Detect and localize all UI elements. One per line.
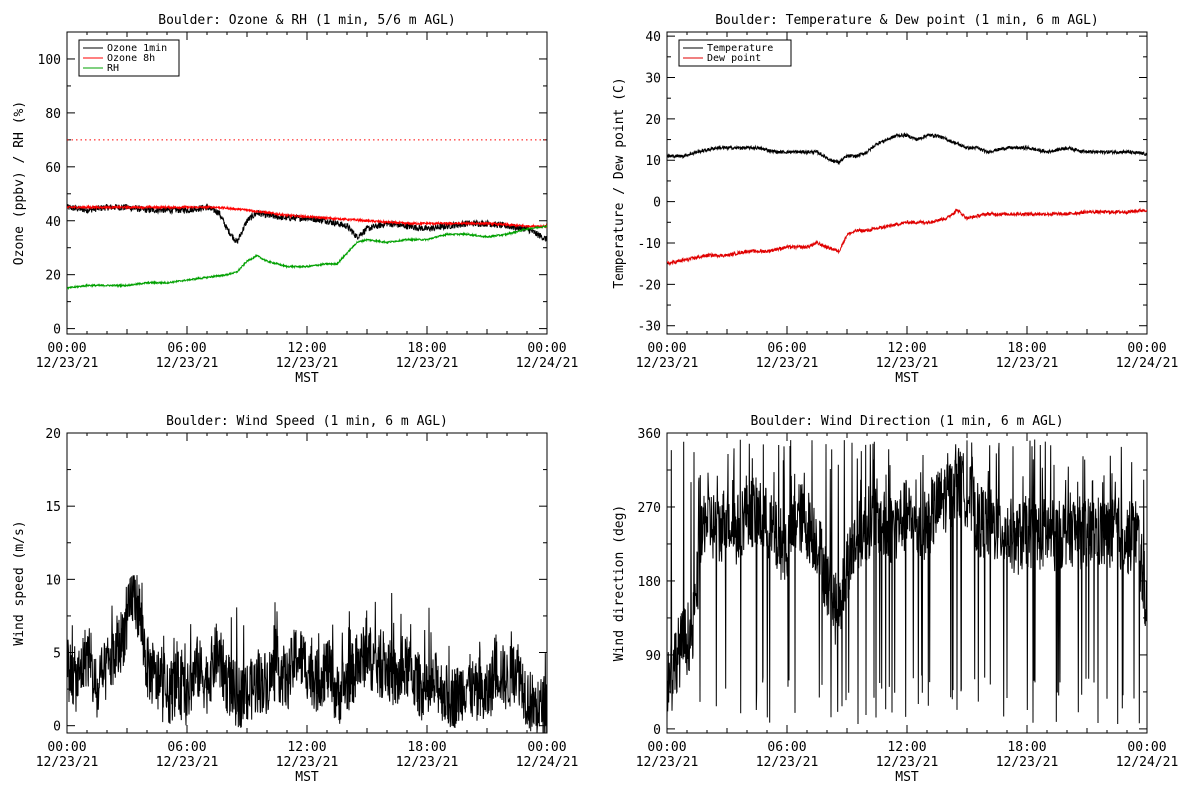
chart-title: Boulder: Temperature & Dew point (1 min,… (715, 13, 1099, 28)
x-axis-label: MST (295, 371, 319, 386)
x-tick-date-label: 12/23/21 (756, 356, 819, 371)
x-tick-time-label: 00:00 (1127, 341, 1166, 356)
x-tick-date-label: 12/24/21 (516, 356, 579, 371)
plot-frame (666, 31, 1148, 335)
legend-label: Ozone 1min (107, 43, 167, 54)
y-tick-label: 15 (45, 500, 61, 515)
y-tick-label: -10 (638, 237, 661, 252)
y-tick-label: 90 (645, 649, 661, 664)
y-tick-label: 100 (38, 53, 61, 68)
x-tick-date-label: 12/23/21 (756, 755, 819, 770)
x-tick-date-label: 12/23/21 (276, 755, 339, 770)
x-tick-date-label: 12/24/21 (1116, 755, 1179, 770)
y-tick-label: 360 (638, 427, 661, 442)
x-tick-date-label: 12/23/21 (996, 356, 1059, 371)
y-tick-label: 80 (45, 107, 61, 122)
x-tick-time-label: 12:00 (887, 740, 926, 755)
x-tick-time-label: 00:00 (1127, 740, 1166, 755)
y-tick-label: 0 (53, 323, 61, 338)
x-tick-date-label: 12/23/21 (156, 755, 219, 770)
x-tick-time-label: 06:00 (767, 341, 806, 356)
y-tick-label: 40 (645, 30, 661, 45)
chart-panel-2: Boulder: Temperature & Dew point (1 min,… (612, 13, 1178, 386)
legend-label: Ozone 8h (107, 53, 155, 64)
chart-panel-4: Boulder: Wind Direction (1 min, 6 m AGL)… (612, 414, 1178, 785)
x-tick-date-label: 12/23/21 (396, 356, 459, 371)
chart-panel-1: Boulder: Ozone & RH (1 min, 5/6 m AGL) 0 2… (12, 13, 578, 386)
y-tick-label: -20 (638, 278, 661, 293)
x-tick-date-label: 12/24/21 (1116, 356, 1179, 371)
x-tick-time-label: 00:00 (47, 341, 86, 356)
x-tick-time-label: 12:00 (287, 341, 326, 356)
y-axis-label: Ozone (ppbv) / RH (%) (12, 101, 27, 265)
y-tick-label: -30 (638, 320, 661, 335)
series-line-dew-point (667, 207, 1147, 267)
series-line-temperature (667, 132, 1147, 166)
y-tick-label: 270 (638, 501, 661, 516)
x-tick-date-label: 12/23/21 (36, 356, 99, 371)
series-line-trace-1 (67, 575, 547, 733)
legend-label: Temperature (707, 43, 773, 54)
x-tick-date-label: 12/23/21 (636, 755, 699, 770)
series-line-rh (67, 224, 547, 290)
x-tick-time-label: 18:00 (407, 740, 446, 755)
x-tick-time-label: 06:00 (167, 740, 206, 755)
y-tick-label: 180 (638, 575, 661, 590)
x-tick-time-label: 06:00 (767, 740, 806, 755)
x-tick-time-label: 12:00 (887, 341, 926, 356)
legend-label: Dew point (707, 53, 761, 64)
y-tick-label: 0 (53, 720, 61, 735)
y-axis-label: Wind direction (deg) (612, 505, 627, 662)
series-line-ozone-8h (67, 204, 547, 229)
x-tick-time-label: 06:00 (167, 341, 206, 356)
x-axis-label: MST (895, 371, 919, 386)
y-tick-label: 0 (653, 723, 661, 738)
x-tick-date-label: 12/24/21 (516, 755, 579, 770)
plot-frame (666, 432, 1148, 734)
x-tick-date-label: 12/23/21 (276, 356, 339, 371)
y-tick-label: 40 (45, 215, 61, 230)
chart-title: Boulder: Wind Speed (1 min, 6 m AGL) (166, 414, 448, 429)
x-tick-date-label: 12/23/21 (156, 356, 219, 371)
x-tick-time-label: 00:00 (647, 341, 686, 356)
x-tick-date-label: 12/23/21 (996, 755, 1059, 770)
x-tick-time-label: 18:00 (1007, 740, 1046, 755)
x-tick-date-label: 12/23/21 (876, 755, 939, 770)
legend-label: RH (107, 63, 119, 74)
y-tick-label: 0 (653, 196, 661, 211)
series-line-trace-1 (667, 439, 1147, 725)
y-tick-label: 20 (45, 427, 61, 442)
x-tick-time-label: 12:00 (287, 740, 326, 755)
x-tick-time-label: 00:00 (47, 740, 86, 755)
x-axis-label: MST (895, 770, 919, 785)
x-tick-time-label: 18:00 (1007, 341, 1046, 356)
y-tick-label: 10 (45, 573, 61, 588)
legend-box (678, 39, 792, 67)
x-tick-date-label: 12/23/21 (36, 755, 99, 770)
y-tick-label: 20 (45, 269, 61, 284)
x-tick-time-label: 00:00 (527, 341, 566, 356)
y-axis-label: Temperature / Dew point (C) (612, 77, 627, 288)
x-axis-label: MST (295, 770, 319, 785)
chart-panel-3: Boulder: Wind Speed (1 min, 6 m AGL) 0 5 10… (12, 414, 578, 785)
y-tick-label: 60 (45, 161, 61, 176)
y-tick-label: 10 (645, 154, 661, 169)
x-tick-date-label: 12/23/21 (636, 356, 699, 371)
y-axis-label: Wind speed (m/s) (12, 520, 27, 645)
x-tick-date-label: 12/23/21 (396, 755, 459, 770)
x-tick-date-label: 12/23/21 (876, 356, 939, 371)
chart-title: Boulder: Wind Direction (1 min, 6 m AGL) (750, 414, 1063, 429)
y-tick-label: 20 (645, 113, 661, 128)
chart-title: Boulder: Ozone & RH (1 min, 5/6 m AGL) (158, 13, 455, 28)
y-tick-label: 30 (645, 72, 661, 87)
x-tick-time-label: 00:00 (527, 740, 566, 755)
y-tick-label: 5 (53, 647, 61, 662)
x-tick-time-label: 00:00 (647, 740, 686, 755)
plot-frame (66, 31, 548, 335)
x-tick-time-label: 18:00 (407, 341, 446, 356)
